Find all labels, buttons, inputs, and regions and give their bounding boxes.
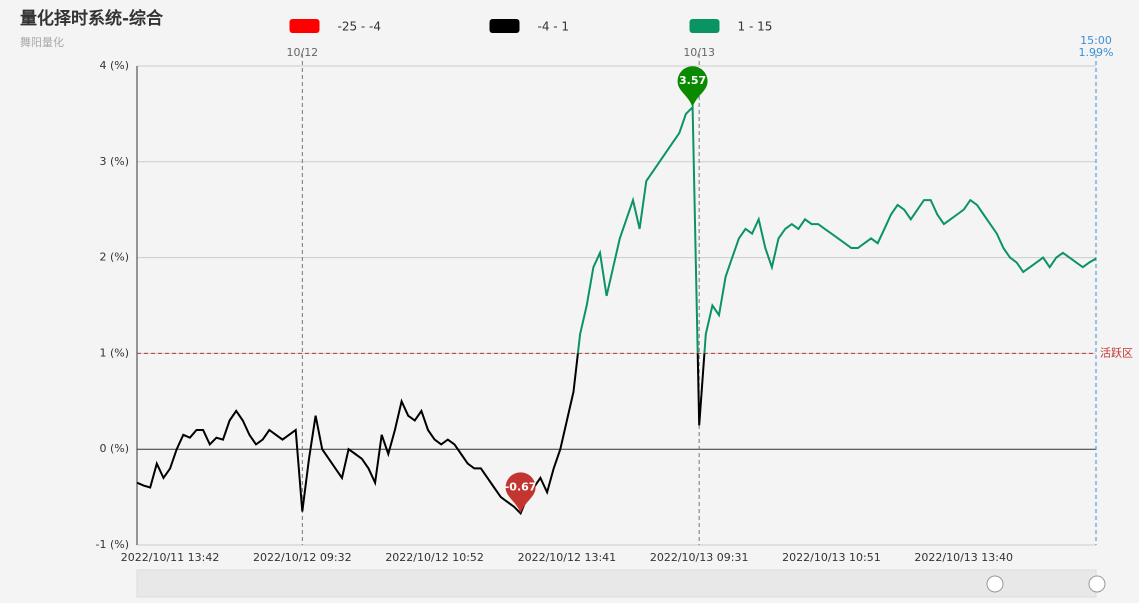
zoom-handle[interactable] (1088, 575, 1106, 593)
y-tick-label: 0 (%) (99, 442, 129, 455)
x-tick-label: 2022/10/13 09:31 (650, 551, 749, 564)
mark-line-x-label: 15:00 (1080, 34, 1112, 47)
mark-line-x-label: 10/12 (286, 46, 318, 59)
x-tick-label: 2022/10/13 13:40 (914, 551, 1013, 564)
x-tick-label: 2022/10/12 13:41 (518, 551, 617, 564)
x-tick-label: 2022/10/12 09:32 (253, 551, 352, 564)
x-tick-label: 2022/10/13 10:51 (782, 551, 881, 564)
mark-line-x-value: 1.99% (1079, 46, 1114, 59)
data-zoom[interactable] (136, 569, 1106, 598)
x-tick-label: 2022/10/11 13:42 (121, 551, 220, 564)
legend-swatch (489, 19, 520, 33)
mark-point (505, 472, 536, 514)
y-tick-label: 2 (%) (99, 251, 129, 264)
zoom-handle[interactable] (986, 575, 1004, 593)
legend-swatch (689, 19, 720, 33)
legend-label: -4 - 1 (538, 20, 570, 34)
mark-point-label: -0.67 (505, 480, 537, 493)
y-tick-label: 4 (%) (99, 59, 129, 72)
chart-subtitle: 舞阳量化 (20, 35, 64, 49)
mark-line-label: 活跃区 (1100, 345, 1133, 359)
legend-label: -25 - -4 (338, 20, 382, 34)
y-tick-label: -1 (%) (96, 538, 130, 551)
chart-title: 量化择时系统-综合 (20, 8, 164, 29)
legend-swatch (289, 19, 320, 33)
y-tick-label: 3 (%) (99, 155, 129, 168)
legend-label: 1 - 15 (738, 20, 773, 34)
y-tick-label: 1 (%) (99, 346, 129, 359)
data-line (136, 104, 1097, 516)
zoom-track (136, 569, 1097, 598)
mark-point (677, 66, 708, 108)
mark-line-x-label: 10/13 (683, 46, 715, 59)
mark-point-label: 3.57 (679, 74, 706, 87)
x-tick-label: 2022/10/12 10:52 (385, 551, 484, 564)
